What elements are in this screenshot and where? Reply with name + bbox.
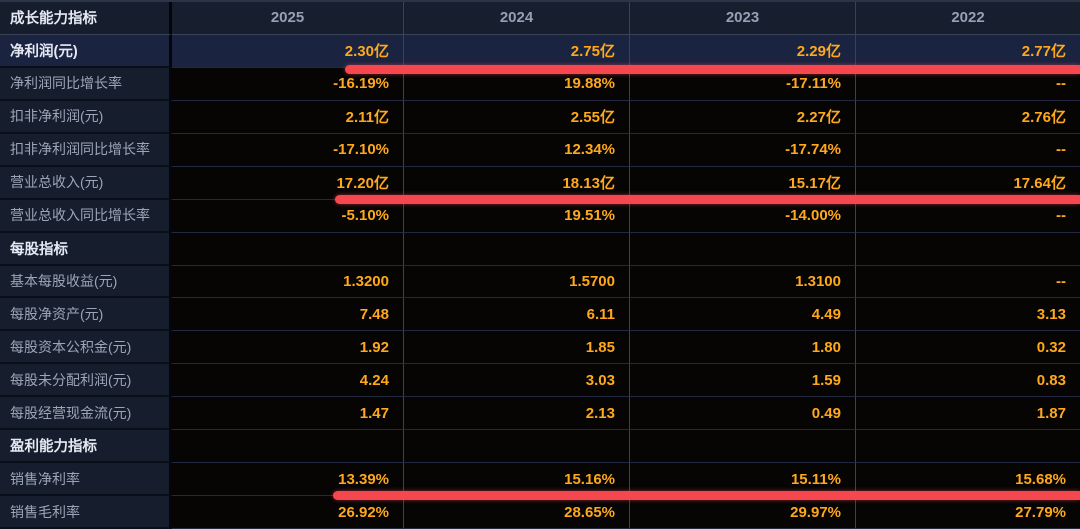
metric-label: 净利润同比增长率 — [0, 67, 172, 101]
metric-label: 每股净资产(元) — [0, 298, 172, 332]
metric-value-2022: -- — [856, 265, 1080, 299]
metric-value-2025: 7.48 — [172, 298, 404, 332]
metric-value-2022: 3.13 — [856, 298, 1080, 332]
metric-value-2023: -17.74% — [630, 133, 856, 167]
metric-value-2025: 26.92% — [172, 496, 404, 529]
metric-value-2024: 12.34% — [404, 133, 630, 167]
red-underline-annotation-net-profit — [345, 65, 1080, 74]
metric-value-2022: 0.32 — [856, 331, 1080, 365]
column-header-2022: 2022 — [856, 2, 1080, 35]
metric-value-2023: -14.00% — [630, 199, 856, 233]
metric-value-2023: 1.59 — [630, 364, 856, 398]
metric-value-2023: 2.29亿 — [630, 34, 856, 68]
metric-value-2025: 2.11亿 — [172, 100, 404, 134]
metric-value-2025: 2.30亿 — [172, 34, 404, 68]
metric-value-2024: 6.11 — [404, 298, 630, 332]
section-row-per-share-indicators: 每股指标 — [0, 232, 1080, 266]
row-total-revenue-yoy-growth[interactable]: 营业总收入同比增长率 -5.10% 19.51% -14.00% -- — [0, 199, 1080, 233]
metric-value-2023: 15.11% — [630, 463, 856, 497]
metric-label: 基本每股收益(元) — [0, 265, 172, 299]
metric-label: 每股经营现金流(元) — [0, 397, 172, 431]
metric-value-2025: -17.10% — [172, 133, 404, 167]
metric-value-2024: 1.85 — [404, 331, 630, 365]
empty-cell — [172, 430, 404, 464]
metric-value-2025: 1.92 — [172, 331, 404, 365]
empty-cell — [630, 232, 856, 266]
column-header-2024: 2024 — [404, 2, 630, 35]
row-total-revenue[interactable]: 营业总收入(元) 17.20亿 18.13亿 15.17亿 17.64亿 — [0, 166, 1080, 200]
metric-value-2023: 29.97% — [630, 496, 856, 529]
metric-value-2022: 2.77亿 — [856, 34, 1080, 68]
metric-value-2025: 13.39% — [172, 463, 404, 497]
row-net-assets-per-share[interactable]: 每股净资产(元) 7.48 6.11 4.49 3.13 — [0, 298, 1080, 332]
metric-label: 扣非净利润(元) — [0, 100, 172, 134]
metric-value-2024: 2.13 — [404, 397, 630, 431]
metric-value-2022: -- — [856, 133, 1080, 167]
metric-value-2025: -16.19% — [172, 67, 404, 101]
metric-label: 净利润(元) — [0, 34, 172, 68]
empty-cell — [856, 232, 1080, 266]
metric-value-2023: 1.80 — [630, 331, 856, 365]
metric-value-2025: 1.3200 — [172, 265, 404, 299]
empty-cell — [856, 430, 1080, 464]
metric-value-2022: 0.83 — [856, 364, 1080, 398]
row-capital-reserve-per-share[interactable]: 每股资本公积金(元) 1.92 1.85 1.80 0.32 — [0, 331, 1080, 365]
metric-value-2022: 27.79% — [856, 496, 1080, 529]
table-header-row: 成长能力指标 2025 2024 2023 2022 — [0, 2, 1080, 35]
metric-label: 销售毛利率 — [0, 496, 172, 529]
metric-value-2025: 1.47 — [172, 397, 404, 431]
row-non-gaap-net-profit-yoy-growth[interactable]: 扣非净利润同比增长率 -17.10% 12.34% -17.74% -- — [0, 133, 1080, 167]
metric-value-2024: 1.5700 — [404, 265, 630, 299]
column-header-2025: 2025 — [172, 2, 404, 35]
metric-value-2023: 4.49 — [630, 298, 856, 332]
metric-value-2023: 0.49 — [630, 397, 856, 431]
metric-value-2024: 28.65% — [404, 496, 630, 529]
red-underline-annotation-total-revenue — [335, 195, 1080, 204]
metric-value-2025: 4.24 — [172, 364, 404, 398]
metric-label: 销售净利率 — [0, 463, 172, 497]
metric-value-2024: 3.03 — [404, 364, 630, 398]
metric-label: 扣非净利润同比增长率 — [0, 133, 172, 167]
empty-cell — [630, 430, 856, 464]
row-net-profit[interactable]: 净利润(元) 2.30亿 2.75亿 2.29亿 2.77亿 — [0, 34, 1080, 68]
section-title: 每股指标 — [0, 232, 172, 266]
empty-cell — [172, 232, 404, 266]
red-underline-annotation-net-profit-margin — [333, 491, 1080, 500]
metric-value-2022: -- — [856, 199, 1080, 233]
metric-value-2022: 15.68% — [856, 463, 1080, 497]
row-net-profit-margin[interactable]: 销售净利率 13.39% 15.16% 15.11% 15.68% — [0, 463, 1080, 497]
section-title: 盈利能力指标 — [0, 430, 172, 464]
metric-value-2024: 2.75亿 — [404, 34, 630, 68]
metric-value-2025: -5.10% — [172, 199, 404, 233]
metric-label: 营业总收入(元) — [0, 166, 172, 200]
row-undistributed-profit-per-share[interactable]: 每股未分配利润(元) 4.24 3.03 1.59 0.83 — [0, 364, 1080, 398]
row-operating-cash-flow-per-share[interactable]: 每股经营现金流(元) 1.47 2.13 0.49 1.87 — [0, 397, 1080, 431]
row-gross-profit-margin[interactable]: 销售毛利率 26.92% 28.65% 29.97% 27.79% — [0, 496, 1080, 529]
metric-value-2025: 17.20亿 — [172, 166, 404, 200]
row-basic-eps[interactable]: 基本每股收益(元) 1.3200 1.5700 1.3100 -- — [0, 265, 1080, 299]
metric-value-2024: 2.55亿 — [404, 100, 630, 134]
metric-label: 每股未分配利润(元) — [0, 364, 172, 398]
section-row-profitability-indicators: 盈利能力指标 — [0, 430, 1080, 464]
empty-cell — [404, 430, 630, 464]
metric-label: 每股资本公积金(元) — [0, 331, 172, 365]
metric-value-2023: 2.27亿 — [630, 100, 856, 134]
metric-label: 营业总收入同比增长率 — [0, 199, 172, 233]
empty-cell — [404, 232, 630, 266]
column-header-2023: 2023 — [630, 2, 856, 35]
metric-value-2024: 19.51% — [404, 199, 630, 233]
metric-value-2022: 2.76亿 — [856, 100, 1080, 134]
metric-value-2023: 1.3100 — [630, 265, 856, 299]
row-non-gaap-net-profit[interactable]: 扣非净利润(元) 2.11亿 2.55亿 2.27亿 2.76亿 — [0, 100, 1080, 134]
metric-value-2022: 1.87 — [856, 397, 1080, 431]
header-growth-indicators: 成长能力指标 — [0, 2, 172, 35]
